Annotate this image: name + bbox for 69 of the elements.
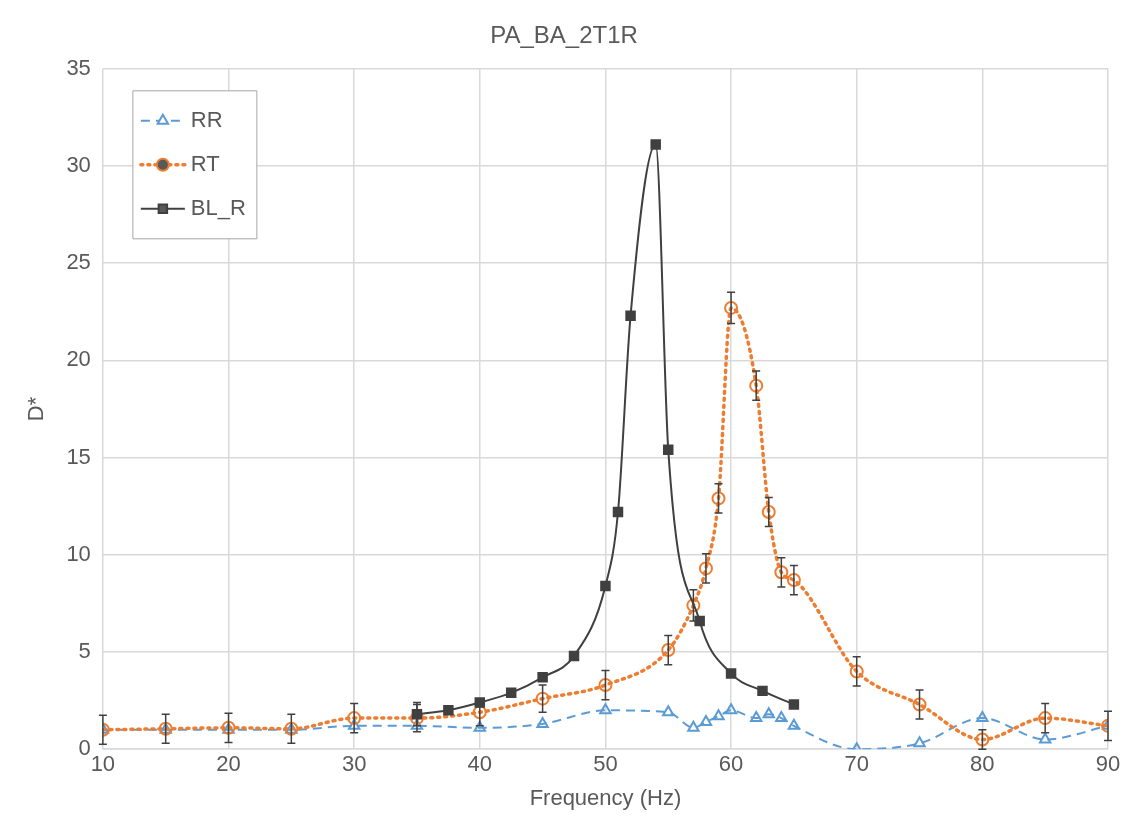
point <box>788 699 800 710</box>
x-tick-label: 50 <box>593 751 618 777</box>
point <box>535 691 550 706</box>
point <box>347 718 361 730</box>
y-tick-label: 35 <box>66 54 91 80</box>
y-tick-label: 25 <box>66 249 91 275</box>
x-tick-label: 20 <box>216 751 241 777</box>
y-axis-title: D* <box>23 396 49 422</box>
point <box>625 310 636 321</box>
point <box>976 711 989 723</box>
x-tick-label: 70 <box>844 751 869 777</box>
point <box>473 720 486 732</box>
point <box>612 506 624 518</box>
point <box>913 736 926 748</box>
point <box>662 705 675 717</box>
point <box>757 685 768 697</box>
point <box>912 697 927 712</box>
y-tick-label: 15 <box>66 443 91 469</box>
point <box>849 664 864 679</box>
point <box>761 505 776 520</box>
point <box>410 718 424 730</box>
point <box>786 573 801 588</box>
point <box>472 705 487 720</box>
point <box>505 687 517 699</box>
point <box>1038 711 1053 726</box>
point <box>599 703 612 715</box>
y-tick-label: 0 <box>78 735 91 761</box>
point <box>694 615 705 627</box>
point <box>1038 732 1052 744</box>
point <box>749 378 764 393</box>
point <box>347 711 362 726</box>
y-tick-label: 10 <box>66 540 91 566</box>
point <box>650 139 661 150</box>
y-tick-label: 5 <box>78 638 91 664</box>
point <box>762 707 775 719</box>
x-axis-title: Frequency (Hz) <box>529 784 682 810</box>
point <box>687 720 700 732</box>
point <box>750 711 763 723</box>
point <box>711 491 726 506</box>
x-tick-label: 90 <box>1095 751 1121 777</box>
point <box>661 643 676 658</box>
point <box>724 300 739 315</box>
chart-title: PA_BA_2T1R <box>490 21 638 49</box>
x-tick-label: 30 <box>341 751 367 777</box>
legend-label: RT <box>190 150 220 176</box>
point <box>537 672 548 683</box>
point <box>774 565 789 580</box>
point <box>443 705 454 716</box>
point <box>698 561 713 576</box>
legend-label: BL_R <box>190 194 246 220</box>
x-tick-label: 80 <box>970 751 995 777</box>
point <box>598 678 613 693</box>
point <box>600 580 611 592</box>
point <box>725 668 737 679</box>
point <box>686 598 701 613</box>
point <box>712 709 725 721</box>
point <box>409 711 424 726</box>
y-tick-label: 30 <box>66 152 91 178</box>
point <box>775 711 788 723</box>
x-tick-label: 40 <box>467 751 493 777</box>
point <box>699 714 713 726</box>
point <box>663 444 674 456</box>
point <box>787 718 801 730</box>
point <box>536 716 549 728</box>
point <box>724 703 738 715</box>
y-tick-label: 20 <box>66 346 91 372</box>
legend-label: RR <box>190 106 223 132</box>
point <box>568 650 580 662</box>
x-tick-label: 60 <box>718 751 744 777</box>
